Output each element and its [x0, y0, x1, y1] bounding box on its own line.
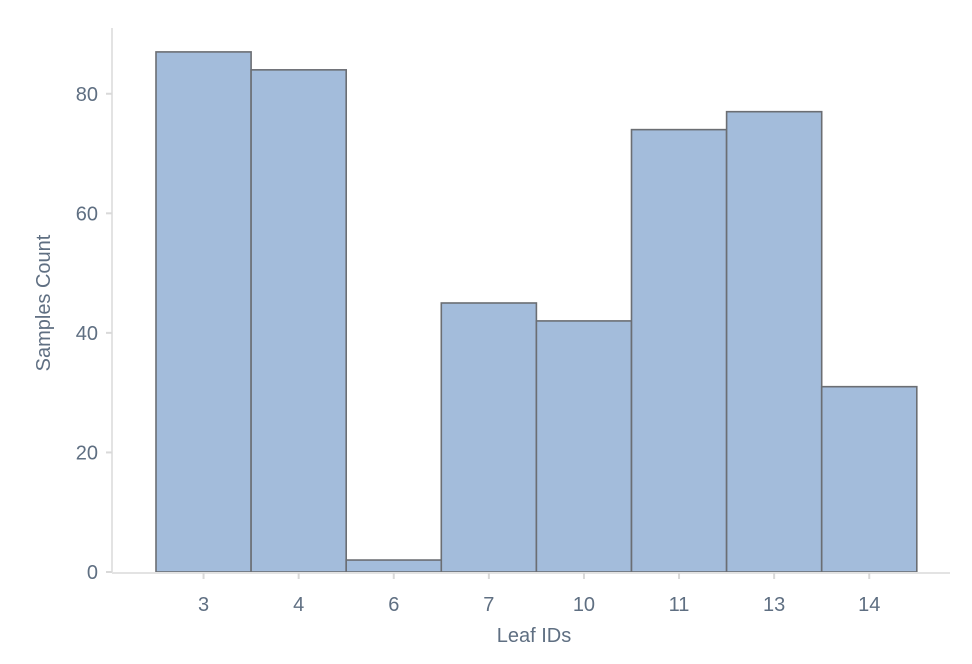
- bar-leaf-14: [820, 385, 918, 573]
- y-tick-label: 60: [76, 203, 98, 225]
- x-tick-label: 6: [388, 594, 399, 616]
- x-tick-label: 11: [669, 594, 690, 616]
- bar-leaf-6: [345, 559, 443, 573]
- y-tick-label: 20: [76, 442, 98, 464]
- bar-leaf-4: [250, 69, 348, 573]
- bar-leaf-7: [440, 302, 538, 573]
- y-axis-title: Samples Count: [33, 234, 55, 371]
- bar-leaf-13: [725, 110, 823, 573]
- x-tick-label: 4: [293, 594, 304, 616]
- x-axis-title: Leaf IDs: [497, 625, 571, 647]
- bars-layer: [155, 51, 918, 573]
- bar-leaf-11: [630, 128, 728, 573]
- y-tick-label: 0: [87, 562, 98, 584]
- bar-leaf-10: [535, 320, 633, 573]
- y-tick-label: 80: [76, 84, 98, 106]
- x-tick-label: 3: [198, 594, 209, 616]
- bar-leaf-3: [155, 51, 252, 573]
- x-tick-label: 13: [763, 594, 785, 616]
- x-tick-label: 10: [573, 594, 595, 616]
- x-tick-label: 14: [858, 594, 880, 616]
- y-ticks-layer: 0 20 40 60 80: [76, 84, 112, 584]
- x-ticks-layer: 3 4 6 7 10 11 13 14: [198, 573, 880, 616]
- y-tick-label: 40: [76, 323, 98, 345]
- x-tick-label: 7: [483, 594, 494, 616]
